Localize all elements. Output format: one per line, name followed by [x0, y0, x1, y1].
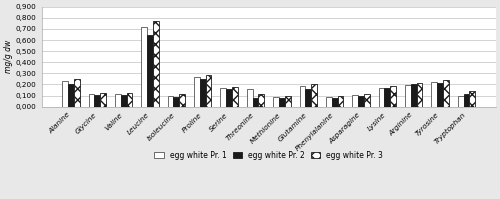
Bar	[405, 85, 411, 107]
Bar	[252, 98, 258, 107]
Bar	[200, 79, 205, 107]
Bar	[120, 95, 126, 107]
Bar	[115, 95, 120, 107]
Bar	[458, 96, 464, 107]
Y-axis label: mg/g dw: mg/g dw	[4, 40, 13, 73]
Bar	[126, 93, 132, 107]
Bar	[147, 35, 153, 107]
Bar	[220, 88, 226, 107]
Bar	[443, 80, 449, 107]
Bar	[464, 94, 469, 107]
Bar	[180, 95, 185, 107]
Legend: egg white Pr. 1, egg white Pr. 2, egg white Pr. 3: egg white Pr. 1, egg white Pr. 2, egg wh…	[152, 148, 386, 163]
Bar	[300, 86, 306, 107]
Bar	[326, 97, 332, 107]
Bar	[432, 82, 437, 107]
Bar	[94, 95, 100, 107]
Bar	[168, 96, 173, 107]
Bar	[174, 97, 180, 107]
Bar	[285, 96, 290, 107]
Bar	[437, 83, 443, 107]
Bar	[311, 85, 317, 107]
Bar	[378, 88, 384, 107]
Bar	[470, 91, 475, 107]
Bar	[62, 81, 68, 107]
Bar	[247, 89, 252, 107]
Bar	[411, 84, 416, 107]
Bar	[206, 75, 212, 107]
Bar	[68, 84, 74, 107]
Bar	[390, 86, 396, 107]
Bar	[142, 27, 147, 107]
Bar	[332, 98, 338, 107]
Bar	[273, 97, 279, 107]
Bar	[88, 95, 94, 107]
Bar	[384, 88, 390, 107]
Bar	[364, 95, 370, 107]
Bar	[153, 20, 158, 107]
Bar	[226, 90, 232, 107]
Bar	[338, 96, 344, 107]
Bar	[194, 77, 200, 107]
Bar	[306, 89, 311, 107]
Bar	[358, 96, 364, 107]
Bar	[232, 87, 238, 107]
Bar	[352, 95, 358, 107]
Bar	[74, 79, 80, 107]
Bar	[258, 95, 264, 107]
Bar	[100, 93, 106, 107]
Bar	[279, 98, 285, 107]
Bar	[416, 83, 422, 107]
